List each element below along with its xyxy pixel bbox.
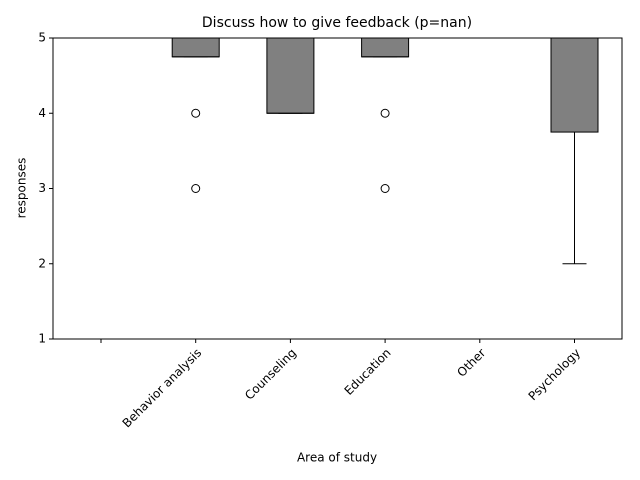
chart-title: Discuss how to give feedback (p=nan) bbox=[202, 15, 472, 31]
y-tick-label: 1 bbox=[38, 332, 46, 346]
box bbox=[361, 37, 410, 58]
plot-frame bbox=[52, 37, 623, 340]
y-tick-label: 5 bbox=[38, 31, 46, 45]
x-tick-label: Education bbox=[342, 346, 394, 398]
box bbox=[266, 37, 315, 114]
box bbox=[171, 37, 220, 58]
x-tick-label: Behavior analysis bbox=[120, 346, 205, 431]
x-axis-label: Area of study bbox=[297, 451, 377, 465]
y-axis-label: responses bbox=[15, 158, 29, 219]
y-tick-label: 3 bbox=[38, 181, 46, 195]
box bbox=[550, 37, 599, 133]
x-tick-label: Psychology bbox=[526, 346, 584, 404]
x-tick-label: Counseling bbox=[242, 346, 299, 403]
outlier bbox=[191, 184, 201, 193]
outlier bbox=[191, 108, 201, 118]
x-tick-label: Other bbox=[454, 346, 488, 380]
outlier bbox=[380, 108, 390, 118]
outlier bbox=[380, 184, 390, 193]
y-tick-label: 2 bbox=[38, 256, 46, 270]
y-tick-label: 4 bbox=[38, 106, 46, 120]
